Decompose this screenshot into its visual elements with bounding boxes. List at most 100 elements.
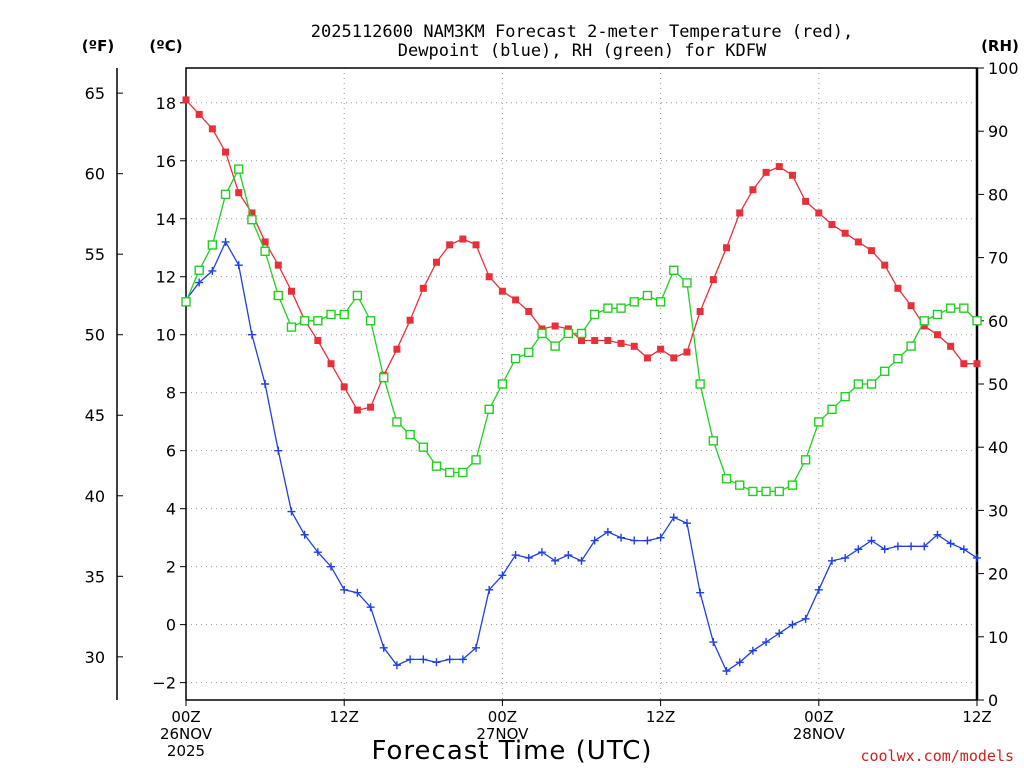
rh-point: [194, 265, 204, 275]
dewpoint-point: [537, 548, 546, 557]
dewpoint-point: [841, 553, 850, 562]
rh-point: [708, 436, 719, 446]
temperature-point: [973, 360, 981, 368]
dewpoint-point: [814, 585, 823, 594]
temperature-point: [854, 238, 862, 246]
dewpoint-point: [564, 551, 573, 560]
temperature-point: [907, 302, 915, 310]
dewpoint-point: [762, 638, 771, 647]
temperature-point: [578, 337, 585, 345]
temperature-point: [894, 284, 902, 292]
dewpoint-point: [735, 658, 744, 667]
temperature-point: [222, 148, 230, 156]
celsius-tick-label: 6: [166, 442, 176, 461]
rh-point: [695, 379, 705, 389]
dewpoint-point: [274, 446, 283, 455]
celsius-tick-label: 4: [166, 500, 176, 519]
rh-point: [932, 309, 943, 320]
tick-labels: −2 0 2 4 6 8 10 12 14 16 18 30 35 40 45 50 55 60 65 0 10 20 30…: [85, 59, 1019, 760]
temperature-point: [933, 331, 941, 339]
rh-point: [418, 442, 428, 452]
dewpoint-point: [313, 548, 322, 557]
rh-point: [365, 316, 376, 326]
dewpoint-point: [788, 620, 797, 629]
rh-point: [444, 467, 455, 478]
rh-point: [286, 322, 297, 332]
temperature-point: [419, 284, 427, 292]
dewpoint-point: [472, 643, 481, 652]
fahrenheit-tick-label: 45: [85, 406, 105, 425]
rh-point: [392, 417, 402, 427]
temperature-point: [485, 273, 493, 281]
fahrenheit-axis-label: (ºF): [82, 37, 114, 55]
chart-title-line-2: Dewpoint (blue), RH (green) for KDFW: [398, 41, 767, 61]
rh-point: [537, 328, 547, 339]
celsius-tick-label: 2: [166, 558, 176, 577]
dewpoint-point: [432, 658, 441, 667]
axes: [116, 67, 984, 706]
dewpoint-point: [920, 542, 929, 551]
temperature-series-line: [185, 99, 977, 411]
dewpoint-point: [696, 588, 705, 597]
temperature-point: [274, 261, 282, 269]
temperature-point: [947, 342, 955, 350]
temperature-point: [815, 209, 823, 217]
celsius-tick-label: 0: [166, 616, 176, 635]
rh-tick-label: 30: [988, 501, 1008, 520]
rh-point: [840, 391, 850, 402]
rh-point: [207, 240, 218, 250]
celsius-tick-label: 12: [156, 268, 176, 287]
rh-point: [972, 316, 982, 326]
rh-point: [326, 309, 336, 320]
dewpoint-point: [458, 655, 467, 664]
dewpoint-point: [709, 638, 718, 647]
rh-point: [181, 297, 191, 307]
fahrenheit-tick-label: 60: [85, 165, 105, 184]
fahrenheit-tick-label: 50: [85, 326, 105, 345]
dewpoint-point: [485, 585, 494, 594]
source-credit: coolwx.com/models: [860, 747, 1014, 765]
temperature-point: [762, 168, 770, 176]
dewpoint-point: [867, 536, 876, 545]
rh-point: [458, 467, 468, 478]
rh-tick-label: 60: [988, 312, 1008, 331]
temperature-point: [723, 244, 731, 252]
celsius-tick-label: 16: [156, 152, 176, 171]
rh-point: [761, 486, 771, 497]
rh-tick-label: 100: [988, 59, 1019, 78]
temperature-point: [406, 316, 414, 324]
dewpoint-point: [234, 261, 243, 270]
dewpoint-point: [366, 603, 375, 612]
rh-tick-label: 10: [988, 628, 1008, 647]
temperature-point: [736, 209, 744, 217]
temperature-point: [287, 287, 295, 295]
fahrenheit-tick-label: 65: [85, 84, 105, 103]
temperature-point: [512, 296, 520, 304]
x-tick-label: 00Z: [804, 708, 833, 726]
rh-point: [642, 290, 653, 301]
dewpoint-point: [247, 330, 256, 339]
celsius-tick-label: 8: [166, 384, 176, 403]
rh-point: [510, 354, 521, 364]
rh-point: [524, 347, 534, 358]
x-tick-label: 26NOV: [160, 725, 213, 743]
x-tick-label: 00Z: [488, 708, 517, 726]
celsius-tick-label: 18: [156, 94, 176, 113]
dewpoint-point: [907, 542, 916, 551]
x-tick-label: 12Z: [330, 708, 359, 726]
rh-point: [919, 316, 929, 326]
temperature-point: [828, 221, 836, 229]
dewpoint-point: [617, 533, 626, 542]
rh-point: [853, 379, 864, 389]
dewpoint-point: [340, 585, 349, 594]
dewpoint-point: [959, 545, 968, 554]
temperature-point: [775, 163, 783, 171]
rh-point: [497, 379, 508, 389]
dewpoint-point: [775, 629, 784, 638]
rh-point: [339, 309, 349, 320]
dewpoint-point: [880, 545, 889, 554]
dewpoint-point: [392, 661, 401, 670]
rh-point: [220, 189, 231, 200]
dewpoint-point: [327, 562, 336, 571]
temperature-point: [235, 189, 243, 197]
